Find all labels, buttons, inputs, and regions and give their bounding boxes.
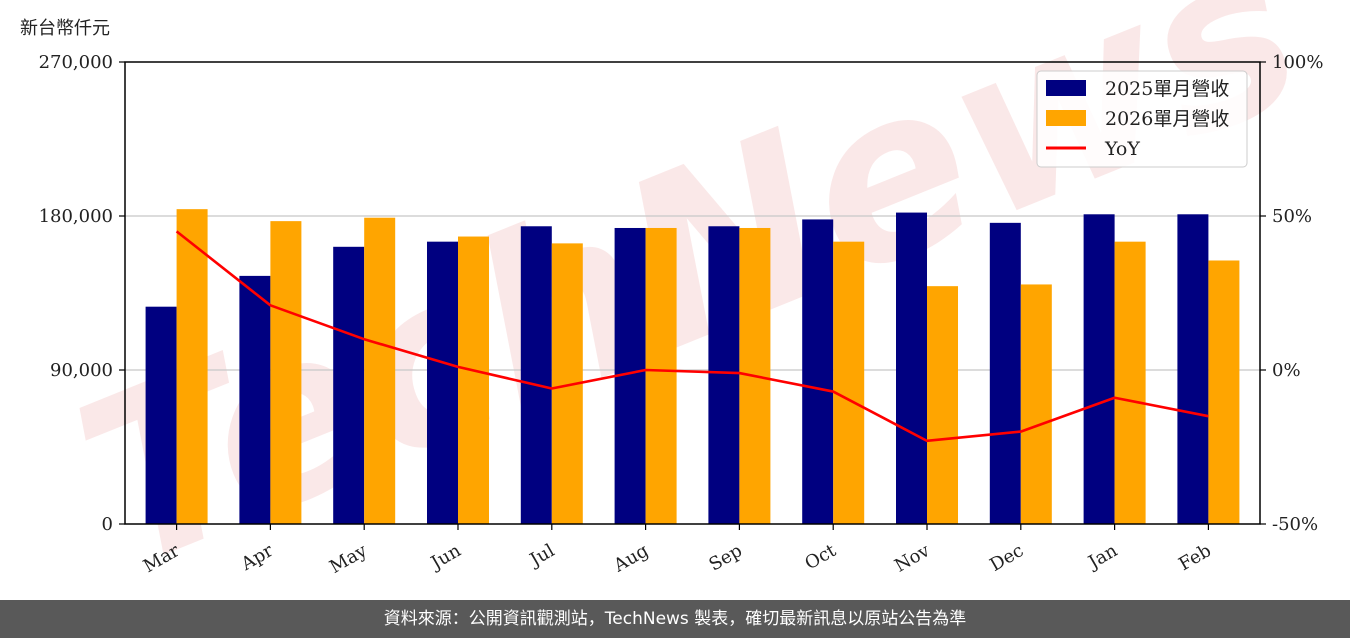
bar-2026 [1208, 260, 1240, 524]
y2-tick-label: 100% [1272, 52, 1323, 73]
bar-2025 [426, 241, 458, 524]
bar-2025 [896, 212, 928, 525]
y2-tick-label: 50% [1272, 206, 1312, 227]
bar-2025 [145, 306, 177, 524]
y-tick-label: 0 [102, 514, 113, 535]
bar-2026 [457, 236, 489, 525]
bar-2026 [364, 217, 396, 524]
x-tick-label: Jul [525, 540, 559, 572]
bar-2026 [1114, 241, 1146, 524]
bar-2025 [1177, 214, 1209, 525]
x-tick-label: Feb [1175, 540, 1215, 575]
y-unit-label: 新台幣仟元 [20, 18, 110, 39]
bar-2026 [176, 209, 208, 524]
bar-2025 [333, 246, 365, 525]
bar-2025 [239, 275, 271, 524]
y2-tick-label: 0% [1272, 360, 1301, 381]
legend-swatch-2025 [1046, 80, 1086, 96]
y-tick-label: 180,000 [39, 206, 113, 227]
bar-2026 [645, 227, 677, 524]
x-tick-label: Nov [891, 540, 934, 577]
legend-label-yoy: YoY [1104, 138, 1140, 160]
bar-2025 [989, 222, 1021, 524]
x-tick-label: Oct [801, 540, 840, 575]
legend-swatch-2026 [1046, 110, 1086, 126]
grid [125, 215, 1260, 371]
bar-2026 [270, 221, 302, 524]
legend-label-2025: 2025單月營收 [1105, 78, 1229, 100]
bar-2026 [833, 241, 865, 524]
bar-2025 [802, 219, 834, 524]
plot-frame [124, 61, 1261, 525]
legend-label-2026: 2026單月營收 [1105, 108, 1229, 130]
x-tick-label: Sep [706, 540, 746, 575]
y-tick-label: 90,000 [50, 360, 113, 381]
chart: TechNews 090,000180,000270,000-50%0%50%1… [20, 0, 1335, 600]
x-tick-label: Jun [426, 540, 465, 575]
bar-2026 [927, 286, 959, 524]
legend: 2025單月營收 2026單月營收 YoY [1036, 70, 1248, 168]
x-tick-label: Jan [1083, 540, 1121, 574]
y2-tick-label: -50% [1272, 514, 1318, 535]
source-footer: 資料來源：公開資訊觀測站，TechNews 製表，確切最新訊息以原站公告為準 [0, 600, 1350, 638]
legend-box [1036, 70, 1248, 168]
x-tick-label: Dec [986, 540, 1027, 576]
y-tick-label: 270,000 [39, 52, 113, 73]
bar-2026 [1020, 284, 1052, 524]
bars [145, 209, 1240, 525]
bar-2025 [1083, 214, 1115, 525]
x-tick-label: Aug [609, 540, 652, 577]
yoy-line-layer [175, 230, 1209, 443]
yoy-line [175, 230, 1209, 443]
bar-2025 [708, 226, 740, 524]
bar-2025 [520, 226, 552, 524]
